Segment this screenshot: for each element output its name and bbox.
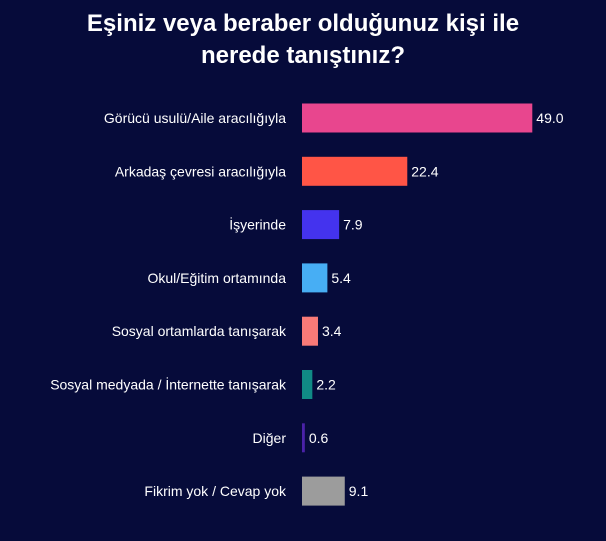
category-label: Sosyal ortamlarda tanışarak [112,323,287,339]
category-label: Arkadaş çevresi aracılığıyla [115,163,286,179]
bar [302,103,533,133]
category-label: Diğer [253,430,287,446]
chart-title: Eşiniz veya beraber olduğunuz kişi ile n… [0,8,606,72]
bar [302,423,305,453]
category-label: Görücü usulü/Aile aracılığıyla [104,110,286,126]
bar [302,316,318,346]
data-label: 22.4 [411,163,438,179]
data-label: 7.9 [343,217,363,233]
data-label: 9.1 [349,483,369,499]
category-label: İşyerinde [229,216,286,233]
bar [302,476,345,506]
bar [302,370,313,399]
chart-title-line-1: Eşiniz veya beraber olduğunuz kişi ile [86,10,520,37]
data-label: 0.6 [309,430,329,446]
category-label: Fikrim yok / Cevap yok [144,483,287,499]
bar [302,263,328,293]
data-label: 2.2 [316,377,336,393]
bar [302,210,340,240]
data-label: 3.4 [322,323,342,339]
category-label: Sosyal medyada / İnternette tanışarak [50,376,287,393]
category-label: Okul/Eğitim ortamında [148,270,287,286]
chart-title-line-2: nerede tanıştınız? [200,42,406,69]
bar [302,156,408,186]
data-label: 49.0 [536,110,563,126]
data-label: 5.4 [331,270,351,286]
